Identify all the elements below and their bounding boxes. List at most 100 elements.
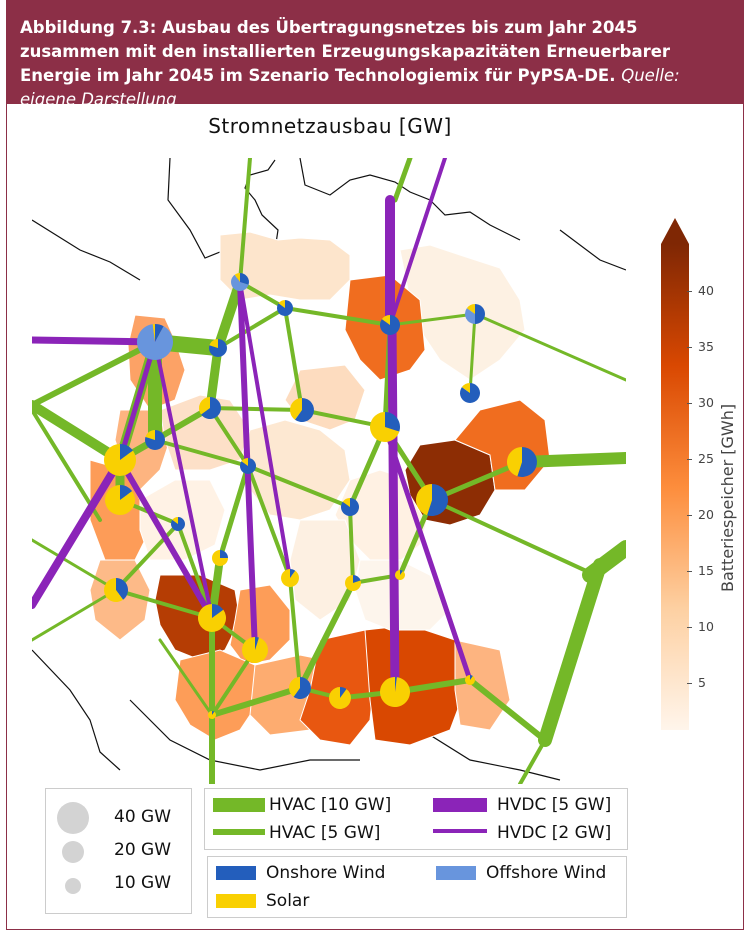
solar-slice [234, 273, 240, 282]
onshore-wind-slice [294, 398, 314, 422]
onshore-wind-slice [470, 675, 473, 680]
onshore-wind-slice [427, 484, 448, 516]
onshore-wind-slice [155, 324, 164, 342]
solar-slice [278, 300, 285, 308]
solar-slice [280, 569, 299, 588]
figure-caption: Abbildung 7.3: Ausbau des Übertragungsne… [6, 0, 744, 109]
solar-slice [345, 575, 361, 591]
onshore-wind-slice [116, 578, 128, 600]
technology-legend: Onshore Wind Offshore Wind Solar [207, 856, 627, 918]
solar-slice [289, 677, 300, 697]
onshore-wind-slice [290, 569, 296, 578]
size-label-20: 20 GW [114, 840, 172, 860]
onshore-wind-slice [460, 383, 481, 403]
size-label-40: 40 GW [114, 807, 172, 827]
solar-slice [381, 315, 390, 325]
solar-slice [370, 412, 400, 442]
onshore-wind-slice [353, 575, 361, 583]
onshore-wind-slice [341, 498, 360, 516]
size-circle-10 [65, 878, 81, 894]
solar-slice [209, 339, 218, 348]
colorbar-tick-label: 20 [698, 507, 714, 522]
colorbar-tick [687, 627, 692, 628]
hvdc-5-swatch [433, 798, 487, 812]
onshore-wind-label: Onshore Wind [266, 863, 386, 883]
solar-slice [466, 304, 475, 314]
line-legend: HVAC [10 GW] HVAC [5 GW] HVDC [5 GW] HVD… [204, 788, 628, 850]
solar-slice [145, 430, 155, 440]
onshore-wind-slice [340, 687, 347, 698]
onshore-wind-slice [400, 570, 403, 575]
colorbar-tick-label: 15 [698, 563, 714, 578]
hvac-5-swatch [213, 829, 265, 835]
colorbar [661, 218, 689, 730]
solar-slice [380, 677, 411, 707]
onshore-wind-slice [293, 677, 311, 699]
hvdc-2-swatch [433, 829, 487, 833]
solar-slice [104, 485, 135, 515]
colorbar-tick-label: 10 [698, 619, 714, 634]
colorbar-tick [687, 291, 692, 292]
onshore-wind-slice [240, 273, 249, 285]
solar-slice [104, 444, 137, 477]
solar-slice [208, 711, 217, 719]
colorbar-gradient [661, 244, 689, 730]
onshore-wind-slice [120, 485, 133, 500]
colorbar-extend-arrow [661, 218, 689, 244]
colorbar-tick-label: 40 [698, 283, 714, 298]
offshore-wind-label: Offshore Wind [486, 863, 607, 883]
colorbar-tick-label: 25 [698, 451, 714, 466]
size-circle-20 [62, 841, 84, 863]
hvac-10-swatch [213, 798, 265, 812]
solar-slice [461, 383, 470, 393]
solar-slice [198, 604, 227, 633]
onshore-wind-slice [255, 637, 260, 650]
onshore-wind-slice [201, 397, 222, 420]
colorbar-tick [687, 347, 692, 348]
colorbar-tick [687, 571, 692, 572]
onshore-wind-slice [517, 447, 538, 477]
hvac-5-label: HVAC [5 GW] [269, 823, 381, 843]
solar-slice [241, 637, 268, 663]
size-legend: 40 GW 20 GW 10 GW [45, 788, 192, 914]
onshore-wind-slice [220, 550, 228, 558]
onshore-wind-slice [475, 304, 485, 324]
solar-slice [415, 484, 432, 516]
solar-slice [199, 397, 210, 415]
solar-swatch [216, 894, 256, 908]
offshore-wind-slice [231, 274, 249, 291]
solar-slice [342, 498, 350, 507]
offshore-wind-slice [464, 308, 475, 324]
size-label-10: 10 GW [114, 873, 172, 893]
hvac-10-label: HVAC [10 GW] [269, 795, 392, 815]
solar-slice [104, 578, 124, 602]
solar-slice [329, 687, 351, 710]
colorbar-tick-label: 5 [698, 675, 706, 690]
onshore-wind-slice [385, 412, 400, 432]
offshore-wind-swatch [436, 866, 476, 880]
hvdc-5-label: HVDC [5 GW] [497, 795, 612, 815]
solar-slice [507, 447, 522, 477]
solar-slice [172, 517, 178, 524]
solar-slice [212, 550, 228, 566]
colorbar-tick [687, 683, 692, 684]
hvdc-2-label: HVDC [2 GW] [497, 823, 612, 843]
solar-slice [241, 458, 248, 466]
colorbar-tick [687, 459, 692, 460]
onshore-wind-slice [212, 604, 224, 618]
colorbar-tick-label: 35 [698, 339, 714, 354]
colorbar-label: Batteriespeicher [GWh] [718, 403, 737, 592]
solar-label: Solar [266, 891, 310, 911]
colorbar-tick [687, 515, 692, 516]
hvdc-lines [32, 158, 473, 697]
caption-source: Quelle: eigene Darstellung [20, 66, 680, 109]
offshore-wind-slice [137, 324, 173, 361]
solar-slice [395, 570, 406, 580]
generation-pies [104, 273, 538, 719]
solar-slice [465, 675, 476, 686]
colorbar-tick-label: 30 [698, 395, 714, 410]
caption-title: Abbildung 7.3: Ausbau des Übertragungsne… [20, 18, 671, 85]
onshore-wind-slice [212, 711, 215, 715]
solar-slice [152, 324, 155, 342]
